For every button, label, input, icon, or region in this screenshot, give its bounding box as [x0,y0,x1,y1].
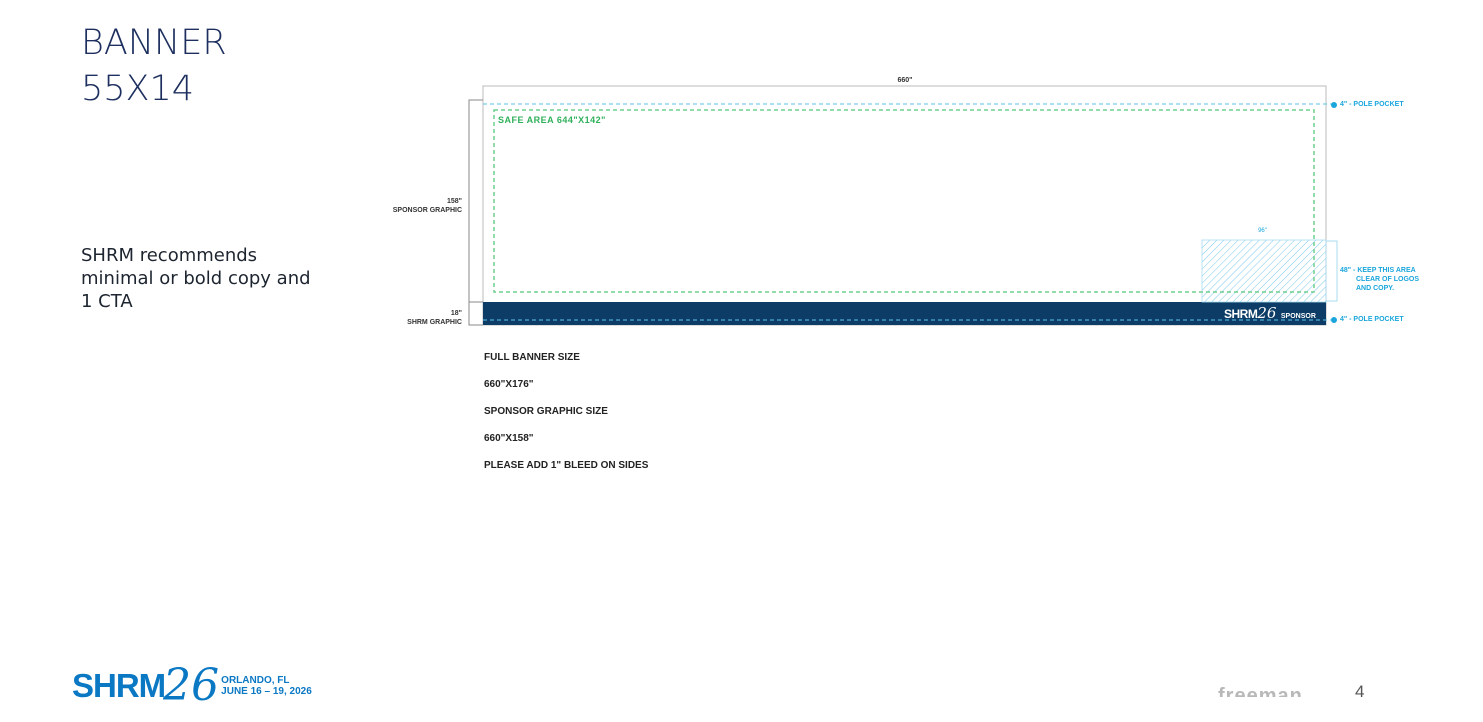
width-label: 660" [897,77,913,84]
copy-line: 1 CTA [81,291,133,312]
copy-line: minimal or bold copy and [81,268,311,289]
safe-area [493,109,1315,293]
dot-icon [1331,102,1337,108]
dim-label: SHRM GRAPHIC [407,319,462,326]
pole-pocket-top-label: 4" - POLE POCKET [1340,101,1404,108]
recommendation-text: SHRM recommends minimal or bold copy and 1… [81,244,311,313]
page-title: BANNER 55X14 [81,20,227,112]
copy-line: SHRM recommends [81,245,258,266]
band-logo-text: SHRM [1224,307,1258,321]
dot-icon [1331,317,1337,323]
logo-text: SHRM [72,666,166,704]
event-info: ORLANDO, FL JUNE 16 – 19, 2026 [221,675,312,697]
title-line: BANNER [81,23,227,63]
dim-value: 158" [447,198,462,205]
freeman-logo: freeman [1218,685,1303,697]
clear-note: 48" - KEEP THIS AREA CLEAR OF LOGOS AND CO… [1340,266,1419,293]
safe-area-label: SAFE AREA 644"X142" [498,115,606,125]
pole-pocket-bottom-label: 4" - POLE POCKET [1340,316,1404,323]
note-line: 48" - KEEP THIS AREA [1340,267,1416,274]
band-logo: SHRM26 SPONSOR [1224,304,1316,323]
spec-label: FULL BANNER SIZE [484,352,580,363]
dimension-bracket [468,99,483,326]
dim-label: SPONSOR GRAPHIC [392,207,462,214]
banner-outline [482,85,1327,326]
band-logo-num: 26 [1257,304,1277,322]
shrm26-logo: SHRM26 ORLANDO, FL JUNE 16 – 19, 2026 [72,660,312,711]
sponsor-dim: 158" SPONSOR GRAPHIC [360,197,462,215]
spec-bleed: PLEASE ADD 1" BLEED ON SIDES [484,460,649,471]
page-number: 4 [1355,682,1365,701]
note-line: CLEAR OF LOGOS [1356,276,1419,283]
logo-num: 26 [163,660,220,711]
note-line: AND COPY. [1356,285,1395,292]
shrm-band [483,302,1326,325]
title-line: 55X14 [81,69,195,109]
event-dates: JUNE 16 – 19, 2026 [221,685,312,697]
dim-value: 18" [450,310,462,317]
event-city: ORLANDO, FL [221,674,290,686]
clear-width-label: 96" [1258,228,1267,234]
band-sponsor-text: SPONSOR [1280,313,1316,320]
spec-label: SPONSOR GRAPHIC SIZE [484,406,608,417]
spec-value: 660"X176" [484,379,534,390]
spec-list: FULL BANNER SIZE 660"X176" SPONSOR GRAPHI… [484,352,648,487]
spec-value: 660"X158" [484,433,534,444]
shrm-dim: 18" SHRM GRAPHIC [360,309,462,327]
